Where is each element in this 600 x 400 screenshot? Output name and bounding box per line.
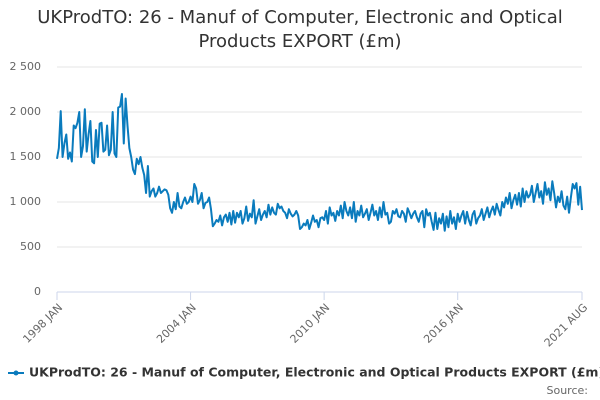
y-tick-label: 0 (34, 285, 41, 298)
legend-label: UKProdTO: 26 - Manuf of Computer, Electr… (29, 365, 600, 380)
x-tick-label: 1998 JAN (20, 301, 65, 346)
y-tick-label: 500 (20, 240, 41, 253)
x-tick-label: 2004 JAN (154, 301, 199, 346)
legend: UKProdTO: 26 - Manuf of Computer, Electr… (8, 365, 600, 380)
x-tick-label: 2021 AUG (542, 301, 591, 350)
y-tick-label: 1 500 (10, 150, 42, 163)
x-tick-label: 2016 JAN (421, 301, 466, 346)
chart-title: UKProdTO: 26 - Manuf of Computer, Electr… (37, 7, 563, 52)
data-line (56, 93, 583, 232)
legend-marker (13, 370, 19, 376)
x-tick-label: 2010 JAN (288, 301, 333, 346)
source-label: Source: (547, 384, 589, 397)
y-tick-label: 2 000 (10, 105, 42, 118)
y-tick-label: 1 000 (10, 195, 42, 208)
y-tick-label: 2 500 (10, 60, 42, 73)
